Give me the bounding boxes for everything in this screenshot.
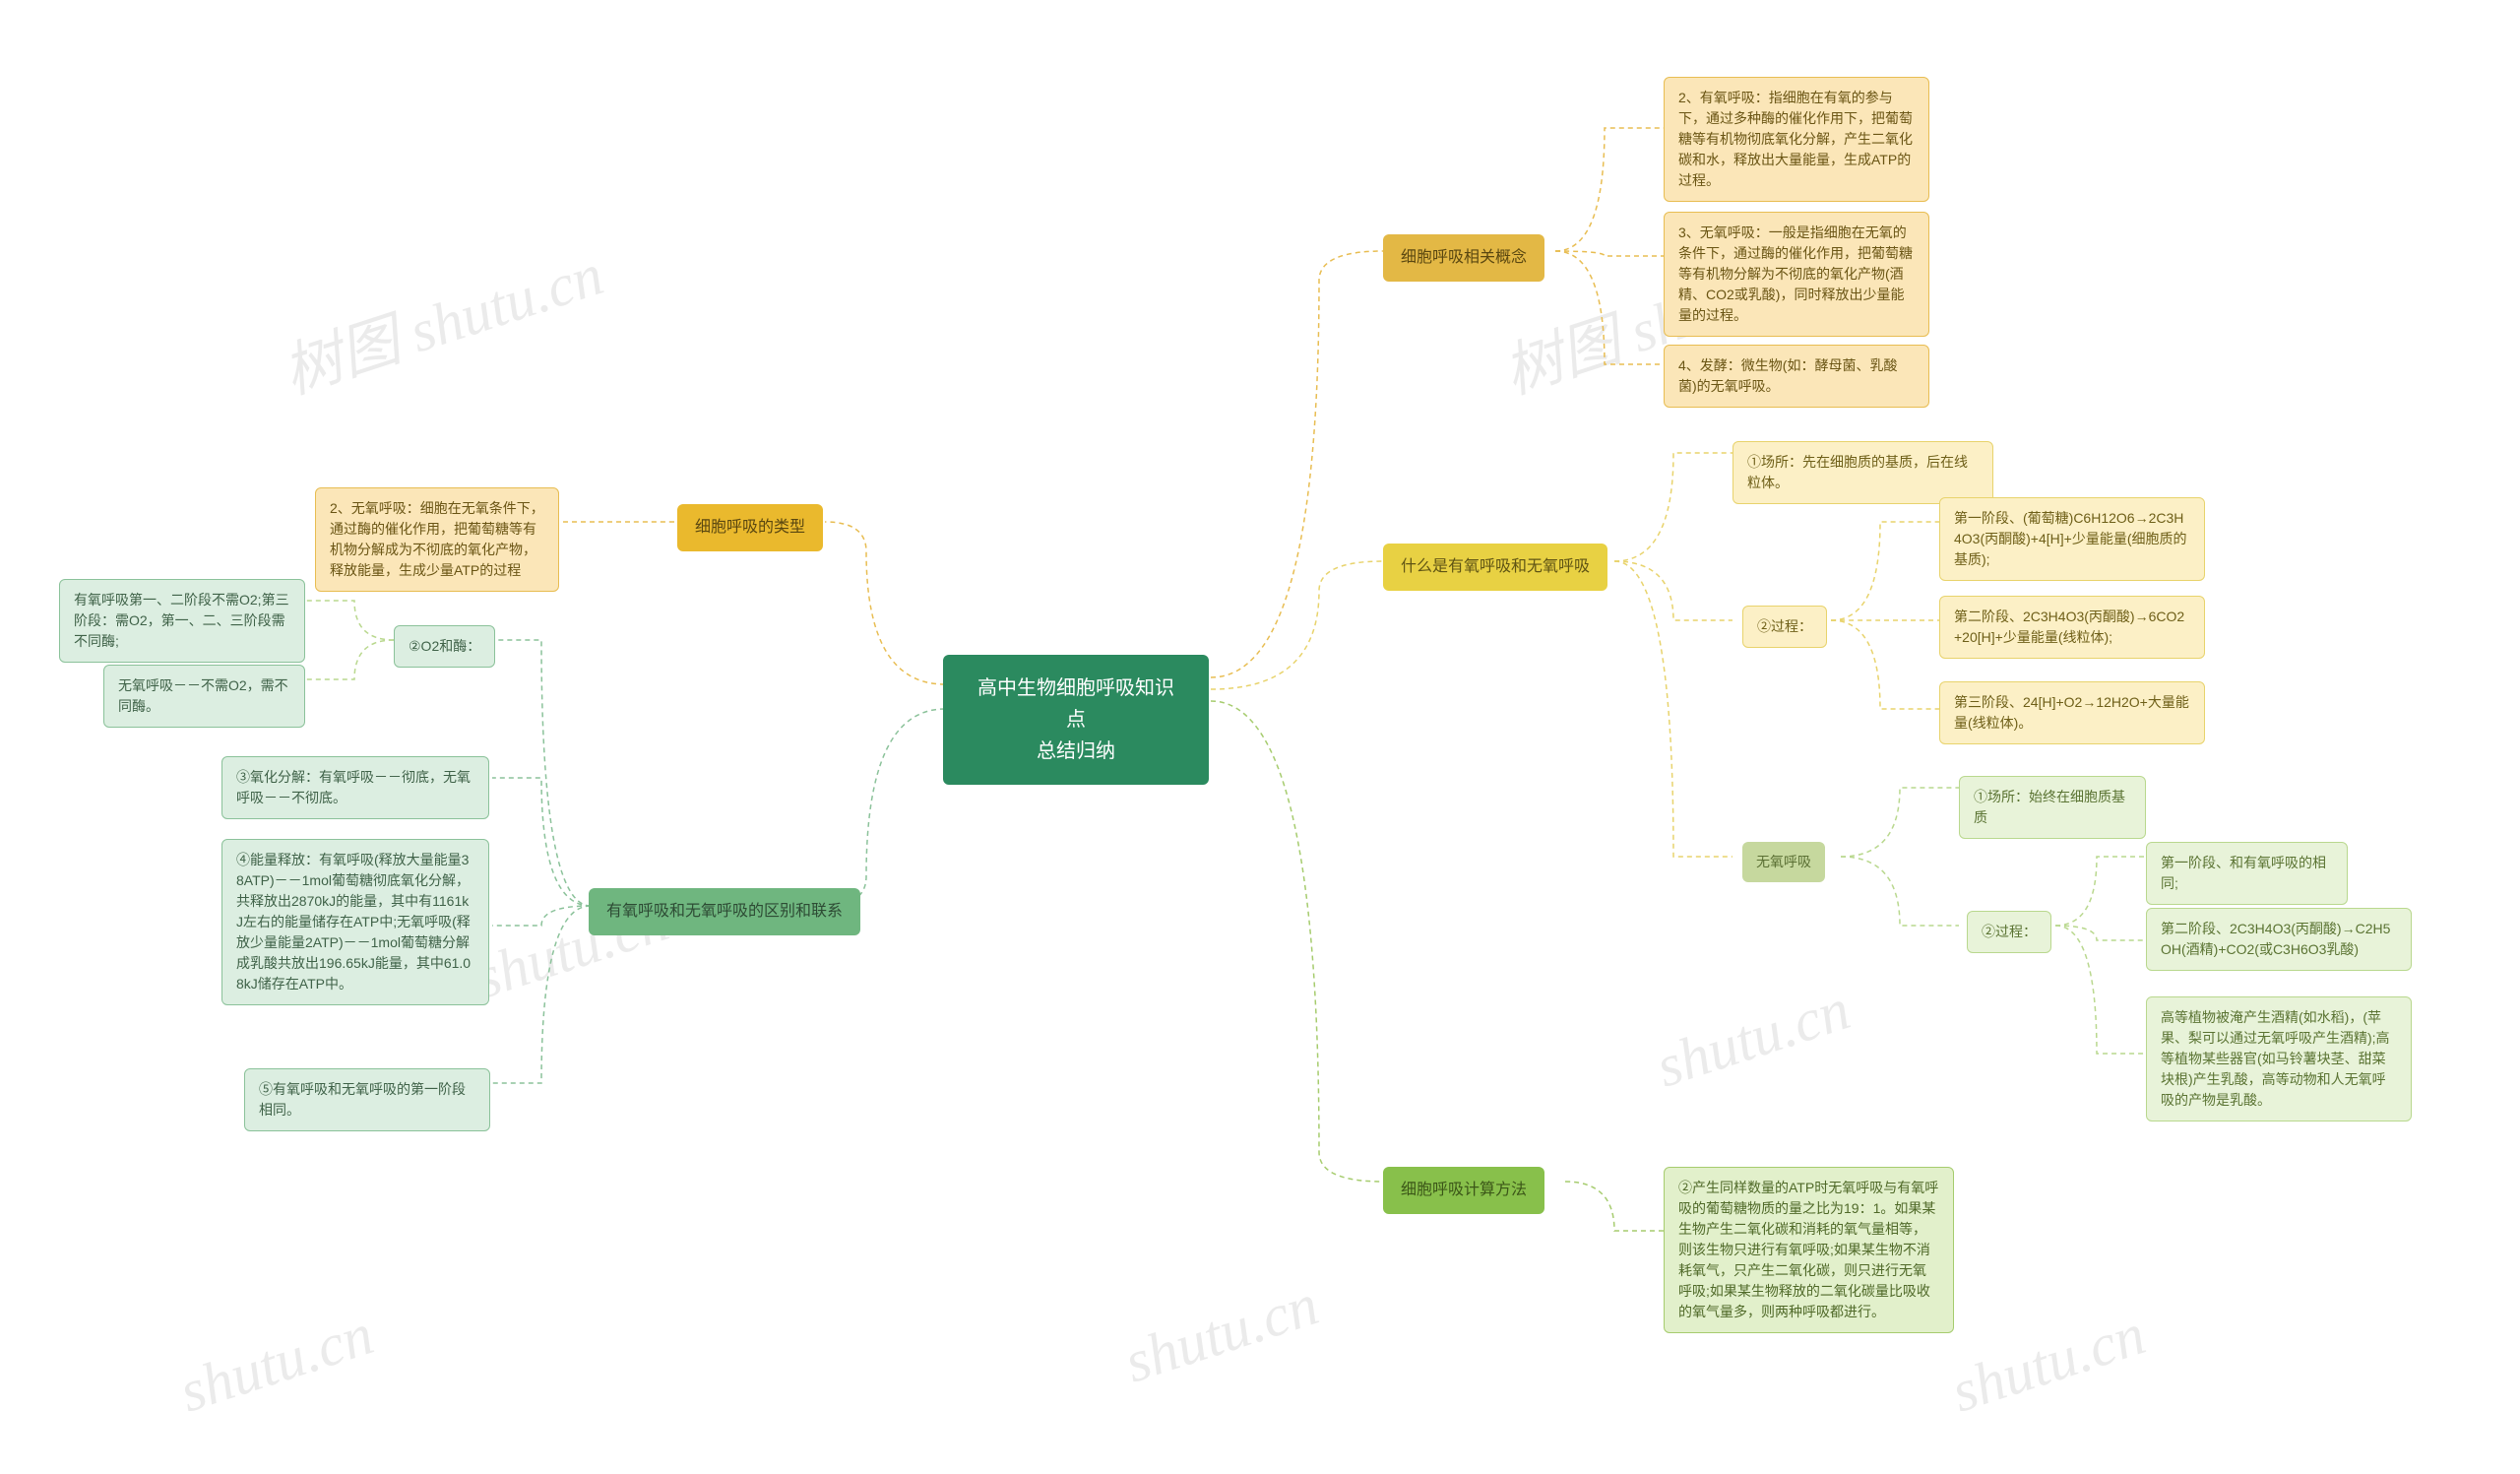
branch-calc[interactable]: 细胞呼吸计算方法 [1383,1167,1544,1214]
leaf-aero-s2[interactable]: 第二阶段、2C3H4O3(丙酮酸)→6CO2+20[H]+少量能量(线粒体); [1939,596,2205,659]
node-anaerobic[interactable]: 无氧呼吸 [1742,842,1825,882]
branch-compare[interactable]: 有氧呼吸和无氧呼吸的区别和联系 [589,888,860,935]
leaf-anaero-s2[interactable]: 第二阶段、2C3H4O3(丙酮酸)→C2H5OH(酒精)+CO2(或C3H6O3… [2146,908,2412,971]
watermark: shutu.cn [171,1301,381,1427]
leaf-aero-place[interactable]: ①场所：先在细胞质的基质，后在线粒体。 [1732,441,1993,504]
leaf-anaerobic-def[interactable]: 3、无氧呼吸：一般是指细胞在无氧的条件下，通过酶的催化作用，把葡萄糖等有机物分解… [1664,212,1929,337]
node-aero-proc[interactable]: ②过程： [1742,606,1827,648]
leaf-anaerobic-def-left[interactable]: 2、无氧呼吸：细胞在无氧条件下，通过酶的催化作用，把葡萄糖等有机物分解成为不彻底… [315,487,559,592]
central-topic[interactable]: 高中生物细胞呼吸知识点总结归纳 [943,655,1209,785]
leaf-anaero-s3[interactable]: 高等植物被淹产生酒精(如水稻)，(苹果、梨可以通过无氧呼吸产生酒精);高等植物某… [2146,996,2412,1122]
watermark: 树图 shutu.cn [271,226,612,411]
leaf-aerobic-def[interactable]: 2、有氧呼吸：指细胞在有氧的参与下，通过多种酶的催化作用下，把葡萄糖等有机物彻底… [1664,77,1929,202]
leaf-o2-b[interactable]: 无氧呼吸－－不需O2，需不同酶。 [103,665,305,728]
watermark: shutu.cn [1116,1271,1326,1397]
node-o2-enzyme[interactable]: ②O2和酶： [394,625,495,668]
leaf-o2-a[interactable]: 有氧呼吸第一、二阶段不需O2;第三阶段：需O2，第一、二、三阶段需不同酶; [59,579,305,663]
leaf-same-stage[interactable]: ⑤有氧呼吸和无氧呼吸的第一阶段相同。 [244,1068,490,1131]
branch-concepts[interactable]: 细胞呼吸相关概念 [1383,234,1544,282]
leaf-anaero-s1[interactable]: 第一阶段、和有氧呼吸的相同; [2146,842,2348,905]
leaf-calc-ratio[interactable]: ②产生同样数量的ATP时无氧呼吸与有氧呼吸的葡萄糖物质的量之比为19：1。如果某… [1664,1167,1954,1333]
watermark: shutu.cn [1943,1301,2153,1427]
node-anaero-proc[interactable]: ②过程： [1967,911,2051,953]
leaf-oxidation[interactable]: ③氧化分解：有氧呼吸－－彻底，无氧呼吸－－不彻底。 [221,756,489,819]
leaf-aero-s1[interactable]: 第一阶段、(葡萄糖)C6H12O6→2C3H4O3(丙酮酸)+4[H]+少量能量… [1939,497,2205,581]
leaf-aero-s3[interactable]: 第三阶段、24[H]+O2→12H2O+大量能量(线粒体)。 [1939,681,2205,744]
leaf-energy-release[interactable]: ④能量释放：有氧呼吸(释放大量能量38ATP)－－1mol葡萄糖彻底氧化分解，共… [221,839,489,1005]
watermark: shutu.cn [1648,976,1858,1102]
branch-types[interactable]: 细胞呼吸的类型 [677,504,823,551]
branch-aero-anaero[interactable]: 什么是有氧呼吸和无氧呼吸 [1383,544,1607,591]
leaf-anaero-place[interactable]: ①场所：始终在细胞质基质 [1959,776,2146,839]
leaf-ferment[interactable]: 4、发酵：微生物(如：酵母菌、乳酸菌)的无氧呼吸。 [1664,345,1929,408]
